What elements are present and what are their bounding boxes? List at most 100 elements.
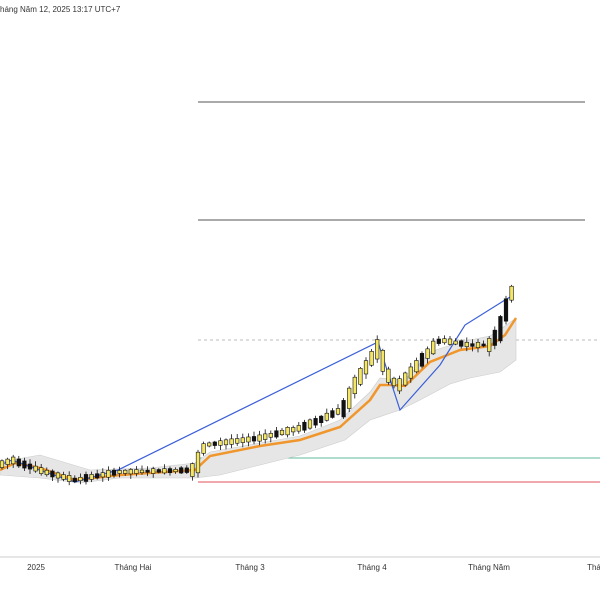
candle-body	[492, 329, 497, 346]
candle-body	[207, 442, 212, 447]
candle-body	[257, 434, 262, 442]
candle-body	[347, 387, 352, 409]
candle-body	[223, 439, 229, 446]
time-label: Tháng 3	[235, 563, 265, 572]
candle-body	[100, 472, 105, 478]
candle-body	[11, 456, 16, 465]
candle-body	[431, 340, 436, 355]
candle-body	[313, 418, 318, 426]
candle-body	[184, 467, 189, 473]
candle-body	[145, 469, 150, 473]
candle-body	[117, 470, 122, 474]
candle-body	[89, 474, 94, 480]
candle-body	[369, 351, 374, 366]
candle-body	[167, 468, 173, 474]
candle-body	[235, 438, 240, 444]
candle-body	[246, 436, 251, 443]
candle-body	[50, 470, 55, 478]
candle-body	[151, 468, 156, 474]
candle-body	[27, 463, 33, 470]
candle-body	[509, 285, 514, 301]
candle-body	[397, 378, 402, 392]
candle-body	[212, 441, 217, 446]
candle-body	[263, 433, 268, 440]
candle-body	[268, 433, 273, 438]
candle-body	[419, 353, 425, 367]
candle-body	[156, 469, 161, 473]
candle-body	[5, 458, 10, 465]
candle-body	[173, 468, 178, 473]
candle-body	[229, 438, 234, 445]
candle-body	[251, 436, 257, 442]
candle-body	[123, 469, 128, 474]
candle-body	[195, 451, 201, 474]
candle-body	[33, 465, 38, 472]
candle-body	[218, 440, 223, 446]
candle-body	[459, 340, 464, 347]
candle-body	[39, 467, 44, 474]
candle-body	[22, 460, 27, 469]
candle-body	[307, 419, 313, 429]
candle-body	[447, 338, 453, 345]
candle-body	[106, 470, 111, 478]
candle-body	[442, 338, 447, 344]
candle-body	[464, 341, 469, 347]
candle-body	[128, 469, 133, 475]
candle-body	[414, 360, 419, 373]
candle-body	[403, 372, 408, 386]
candle-body	[83, 474, 89, 482]
candle-body	[470, 343, 475, 347]
candle-body	[358, 368, 363, 385]
time-label: Tháng Hai	[115, 563, 152, 572]
candle-body	[319, 415, 324, 423]
candle-body	[436, 338, 441, 344]
candle-body	[16, 458, 21, 467]
candle-body	[111, 469, 117, 476]
candle-body	[487, 338, 492, 352]
candle-body	[44, 469, 49, 476]
candle-body	[61, 474, 66, 480]
time-label: Tháng Năm	[468, 563, 510, 572]
candle-body	[78, 476, 83, 482]
candle-body	[481, 343, 486, 347]
candle-body	[302, 421, 307, 431]
candle-body	[386, 368, 391, 383]
timestamp: háng Năm 12, 2025 13:17 UTC+7	[0, 5, 121, 14]
time-label: Tháng 4	[357, 563, 387, 572]
candle-body	[0, 460, 5, 468]
candle-body	[408, 366, 413, 379]
candle-body	[201, 443, 206, 454]
candle-body	[380, 349, 385, 372]
candle-body	[324, 412, 329, 421]
time-label: Thá	[587, 563, 600, 572]
candle-body	[134, 469, 139, 474]
candle-body	[279, 429, 285, 436]
candle-body	[453, 340, 458, 345]
candle-body	[95, 473, 100, 479]
candle-body	[363, 360, 369, 375]
candle-body	[391, 377, 397, 387]
candle-body	[341, 400, 346, 418]
candle-body	[330, 410, 335, 418]
candle-body	[475, 342, 481, 348]
candle-body	[162, 468, 167, 474]
candles	[0, 284, 514, 486]
candle-body	[291, 427, 296, 433]
candle-body	[425, 348, 430, 359]
candle-body	[190, 463, 195, 477]
candle-body	[179, 467, 184, 474]
candle-body	[498, 316, 503, 342]
candle-body	[67, 475, 72, 482]
candle-body	[274, 430, 279, 438]
candle-body	[352, 376, 357, 395]
candle-body	[503, 298, 509, 322]
band	[0, 317, 517, 484]
candle-body	[139, 469, 145, 474]
candle-body	[55, 472, 61, 479]
time-label: 2025	[27, 563, 45, 572]
candle-body	[72, 477, 77, 483]
candle-body	[335, 408, 341, 415]
candle-body	[240, 437, 245, 443]
